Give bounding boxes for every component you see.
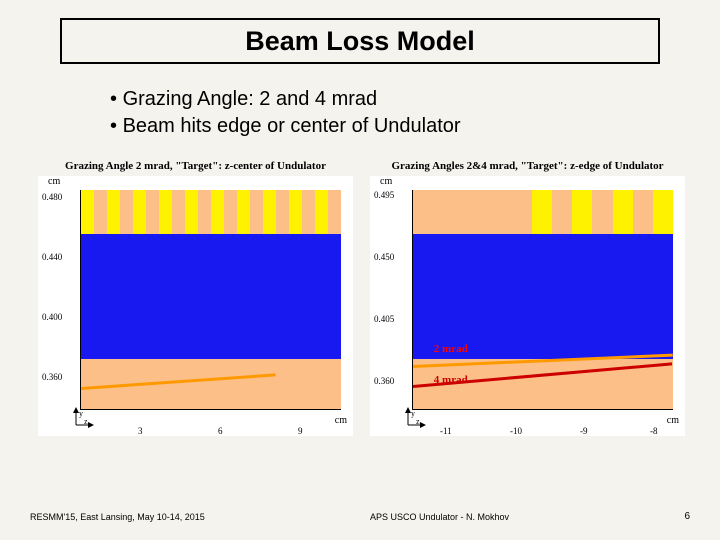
blue-band [81, 234, 341, 359]
x-tick: -9 [580, 426, 588, 436]
x-tick: 9 [298, 426, 303, 436]
y-unit-label: cm [48, 176, 60, 187]
blue-band [413, 234, 673, 359]
bullet-item: Grazing Angle: 2 and 4 mrad [110, 86, 461, 113]
axis-indicator: yz [404, 407, 426, 432]
x-tick: 3 [138, 426, 143, 436]
plot-inner: 2 mrad 4 mrad [412, 190, 673, 410]
y-tick: 0.360 [42, 372, 62, 382]
y-tick: 0.440 [42, 252, 62, 262]
slide-title: Beam Loss Model [60, 18, 660, 64]
beam-label-2mrad: 2 mrad [434, 343, 468, 355]
x-tick: 6 [218, 426, 223, 436]
beam-label-4mrad: 4 mrad [434, 374, 468, 386]
x-tick: -10 [510, 426, 522, 436]
x-tick: -11 [440, 426, 452, 436]
plot-inner [80, 190, 341, 410]
x-unit-label: cm [667, 415, 679, 426]
chart-title: Grazing Angle 2 mrad, "Target": z-center… [38, 160, 353, 172]
y-unit-label: cm [380, 176, 392, 187]
svg-text:y: y [79, 409, 83, 418]
axis-indicator: yz [72, 407, 94, 432]
y-tick: 0.450 [374, 252, 394, 262]
footer-conference: RESMM'15, East Lansing, May 10-14, 2015 [30, 512, 205, 522]
plot-area: cm cm 0.480 0.440 0.400 0.360 3 6 9 yz [38, 176, 353, 436]
footer-author: APS USCO Undulator - N. Mokhov [370, 512, 509, 522]
bullet-item: Beam hits edge or center of Undulator [110, 113, 461, 140]
y-tick: 0.480 [42, 192, 62, 202]
x-tick: -8 [650, 426, 658, 436]
y-tick: 0.400 [42, 312, 62, 322]
svg-text:y: y [411, 409, 415, 418]
plot-area: cm cm 0.495 0.450 0.405 0.360 -11 -10 -9… [370, 176, 685, 436]
page-number: 6 [684, 511, 690, 522]
y-tick: 0.360 [374, 376, 394, 386]
bullet-list: Grazing Angle: 2 and 4 mrad Beam hits ed… [110, 86, 461, 140]
y-tick: 0.495 [374, 190, 394, 200]
y-tick: 0.405 [374, 314, 394, 324]
svg-text:z: z [84, 417, 88, 426]
chart-center-undulator: Grazing Angle 2 mrad, "Target": z-center… [38, 160, 353, 460]
undulator-stripes [512, 190, 673, 234]
svg-text:z: z [416, 417, 420, 426]
undulator-stripes [81, 190, 341, 234]
chart-edge-undulator: Grazing Angles 2&4 mrad, "Target": z-edg… [370, 160, 685, 460]
x-unit-label: cm [335, 415, 347, 426]
chart-title: Grazing Angles 2&4 mrad, "Target": z-edg… [370, 160, 685, 172]
